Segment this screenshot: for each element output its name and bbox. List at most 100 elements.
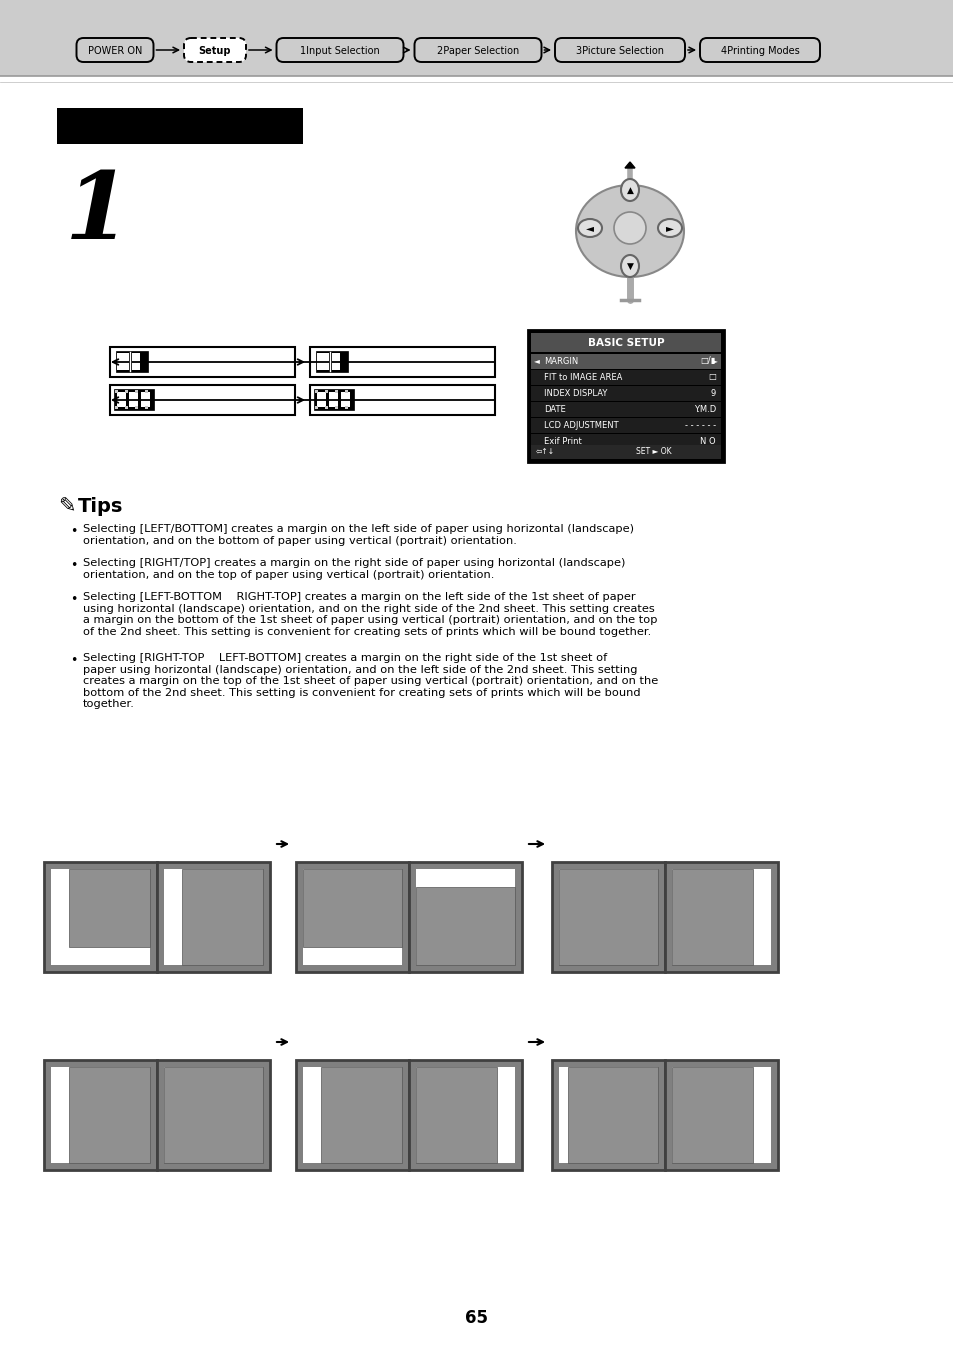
Text: Selecting [LEFT-BOTTOM    RIGHT-TOP] creates a margin on the left side of the 1s: Selecting [LEFT-BOTTOM RIGHT-TOP] create… [83,592,657,636]
Bar [125,406,128,408]
Bar [531,369,720,386]
Bar [164,869,263,965]
Circle shape [614,212,645,244]
Bar [116,350,148,372]
Ellipse shape [578,218,601,237]
Bar [303,869,401,965]
Text: 4Printing Modes: 4Printing Modes [720,46,799,55]
Bar [325,390,328,394]
Text: ◄: ◄ [585,222,594,233]
Bar [345,406,348,408]
Bar [295,1060,409,1170]
Text: ◄: ◄ [534,356,539,365]
Bar [340,392,350,407]
Bar [110,346,294,377]
Bar [164,1068,263,1163]
Bar [314,390,354,410]
Bar [315,350,348,372]
FancyBboxPatch shape [700,38,820,62]
Bar [335,406,337,408]
Text: 2Paper Selection: 2Paper Selection [436,46,518,55]
Bar [531,355,720,369]
Bar [164,1068,263,1163]
Text: Y.M.D: Y.M.D [693,404,716,414]
Text: Selecting [RIGHT/TOP] creates a margin on the right side of paper using horizont: Selecting [RIGHT/TOP] creates a margin o… [83,558,625,580]
Bar [310,386,495,415]
Bar [552,1060,664,1170]
Text: ⇦↑↓: ⇦↑↓ [536,448,555,457]
Bar [157,861,270,972]
Bar [416,1068,497,1163]
Bar [416,869,515,965]
Bar [409,1060,521,1170]
Text: □/▮: □/▮ [700,356,716,365]
Bar [117,353,129,369]
Ellipse shape [576,185,683,276]
Bar [531,418,720,433]
Bar [182,869,263,965]
Text: - - - - - -: - - - - - - [684,421,716,430]
Bar [558,869,658,965]
FancyBboxPatch shape [276,38,403,62]
Bar [125,390,128,394]
Ellipse shape [658,218,681,237]
Text: 1Input Selection: 1Input Selection [300,46,379,55]
Text: Tips: Tips [78,497,123,516]
Ellipse shape [620,179,639,201]
Bar [531,434,720,449]
Bar [110,386,294,415]
Bar [409,861,521,972]
Text: Setup: Setup [198,46,231,55]
Text: Exif Print: Exif Print [543,437,581,445]
Text: ►: ► [711,356,718,365]
Text: ▼: ▼ [626,262,633,271]
Text: •: • [70,593,77,607]
Bar [303,1068,401,1163]
Bar [531,445,720,460]
Bar [310,346,495,377]
Text: DATE: DATE [543,404,565,414]
Text: ►: ► [665,222,673,233]
Bar [135,406,138,408]
Text: •: • [70,654,77,667]
Bar [316,392,326,407]
Text: 65: 65 [465,1309,488,1326]
Bar [115,390,118,394]
Bar [664,1060,778,1170]
Text: INDEX DISPLAY: INDEX DISPLAY [543,388,607,398]
Bar [664,861,778,972]
Bar [44,861,157,972]
Bar [527,330,723,462]
Bar [51,869,150,965]
Text: N O: N O [700,437,716,445]
Text: POWER ON: POWER ON [88,46,142,55]
Bar [314,390,317,394]
Text: □: □ [707,372,716,381]
Bar [157,1060,270,1170]
Bar [671,1068,770,1163]
Bar [132,353,140,369]
Text: LCD ADJUSTMENT: LCD ADJUSTMENT [543,421,618,430]
Text: 9: 9 [710,388,716,398]
Text: SET ► OK: SET ► OK [636,448,671,457]
Bar [113,390,153,410]
Bar [671,869,752,965]
Bar [531,333,720,352]
Text: FIT to IMAGE AREA: FIT to IMAGE AREA [543,372,621,381]
Bar [145,406,148,408]
Polygon shape [624,162,635,168]
Text: Selecting [LEFT/BOTTOM] creates a margin on the left side of paper using horizon: Selecting [LEFT/BOTTOM] creates a margin… [83,524,634,546]
Bar [671,869,770,965]
Bar [345,390,348,394]
Bar [44,1060,157,1170]
Bar [671,1068,752,1163]
Bar [320,1068,401,1163]
Bar [57,108,303,144]
Bar [129,392,138,407]
FancyBboxPatch shape [414,38,541,62]
Bar [141,392,150,407]
FancyBboxPatch shape [555,38,684,62]
Bar [567,1068,658,1163]
Bar [51,1068,150,1163]
Text: 3Picture Selection: 3Picture Selection [576,46,663,55]
